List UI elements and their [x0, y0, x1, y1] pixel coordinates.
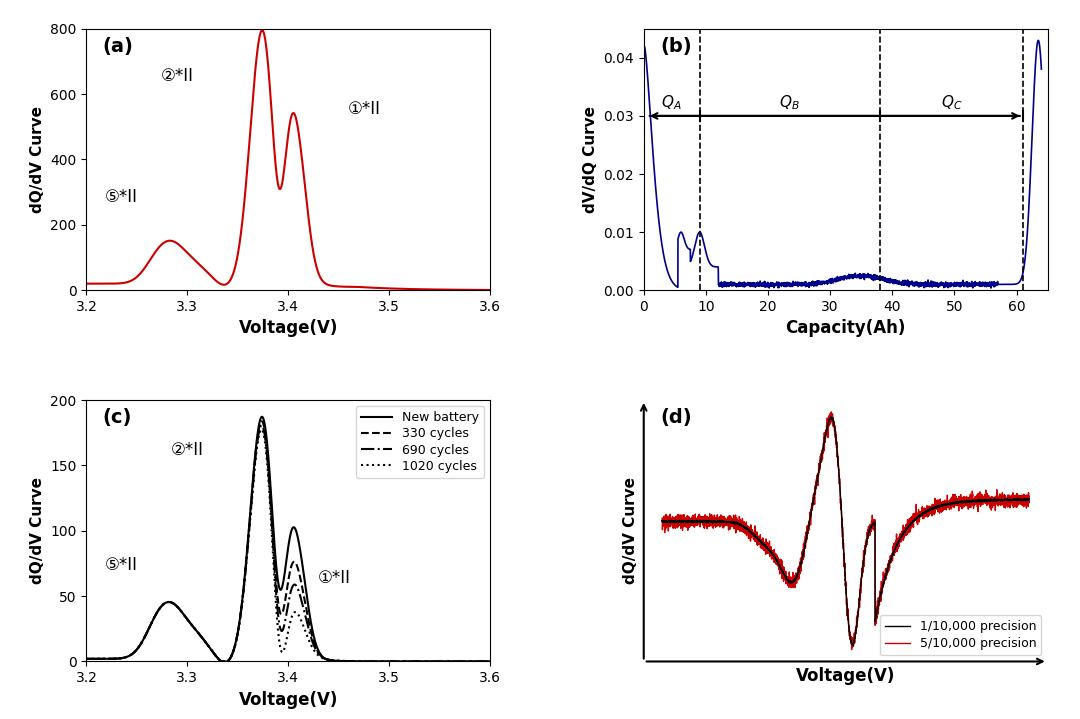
New battery — [472, 657, 485, 666]
1020 cycles — [399, 657, 411, 666]
New battery — [484, 657, 497, 666]
Text: $Q_A$: $Q_A$ — [661, 93, 681, 112]
690 cycles — [472, 657, 485, 666]
330 cycles — [484, 657, 497, 666]
1/10,000 precision — [719, 517, 732, 526]
Legend: New battery, 330 cycles, 690 cycles, 1020 cycles: New battery, 330 cycles, 690 cycles, 102… — [355, 406, 484, 477]
690 cycles — [472, 657, 485, 666]
690 cycles — [399, 657, 411, 666]
Text: $Q_B$: $Q_B$ — [780, 93, 800, 112]
5/10,000 precision — [698, 517, 711, 526]
330 cycles — [472, 657, 485, 666]
Line: 1020 cycles: 1020 cycles — [86, 429, 490, 661]
Text: ⑤*II: ⑤*II — [105, 556, 138, 574]
New battery — [100, 654, 113, 663]
5/10,000 precision — [1023, 493, 1036, 502]
X-axis label: Capacity(Ah): Capacity(Ah) — [785, 319, 906, 337]
X-axis label: Voltage(V): Voltage(V) — [239, 319, 338, 337]
Y-axis label: dQ/dV Curve: dQ/dV Curve — [30, 477, 44, 585]
New battery — [266, 511, 279, 520]
1/10,000 precision — [698, 517, 711, 526]
Text: ②*II: ②*II — [171, 441, 204, 459]
1/10,000 precision — [812, 467, 825, 476]
Text: (d): (d) — [660, 408, 691, 427]
1/10,000 precision — [976, 496, 989, 505]
5/10,000 precision — [846, 645, 859, 654]
New battery — [399, 657, 411, 666]
1020 cycles — [215, 657, 228, 666]
New battery — [276, 578, 289, 587]
5/10,000 precision — [1016, 495, 1029, 504]
1020 cycles — [100, 654, 113, 663]
Text: (c): (c) — [103, 408, 132, 427]
1020 cycles — [472, 657, 485, 666]
New battery — [216, 657, 229, 666]
690 cycles — [266, 531, 279, 540]
Y-axis label: dQ/dV Curve: dQ/dV Curve — [30, 106, 44, 213]
Y-axis label: dV/dQ Curve: dV/dQ Curve — [583, 106, 597, 213]
5/10,000 precision — [796, 549, 809, 558]
330 cycles — [266, 523, 279, 532]
Text: ①*II: ①*II — [318, 569, 350, 587]
1020 cycles — [276, 647, 289, 656]
330 cycles — [276, 606, 289, 615]
Text: (b): (b) — [660, 37, 691, 55]
690 cycles — [255, 421, 268, 429]
690 cycles — [484, 657, 497, 666]
1020 cycles — [484, 657, 497, 666]
330 cycles — [216, 657, 229, 666]
330 cycles — [80, 654, 93, 663]
X-axis label: Voltage(V): Voltage(V) — [239, 691, 338, 709]
Text: ①*II: ①*II — [348, 100, 380, 118]
5/10,000 precision — [656, 514, 669, 523]
330 cycles — [472, 657, 485, 666]
330 cycles — [399, 657, 411, 666]
1/10,000 precision — [824, 413, 837, 421]
Line: 330 cycles: 330 cycles — [86, 421, 490, 661]
1/10,000 precision — [796, 551, 809, 560]
X-axis label: Voltage(V): Voltage(V) — [796, 667, 895, 685]
Line: 690 cycles: 690 cycles — [86, 425, 490, 661]
Text: $Q_C$: $Q_C$ — [941, 93, 962, 112]
690 cycles — [215, 657, 228, 666]
Y-axis label: dQ/dV Curve: dQ/dV Curve — [623, 477, 638, 585]
1/10,000 precision — [1023, 495, 1036, 503]
1020 cycles — [266, 541, 279, 550]
1020 cycles — [80, 654, 93, 663]
690 cycles — [276, 625, 289, 633]
Line: 5/10,000 precision: 5/10,000 precision — [662, 412, 1029, 649]
690 cycles — [80, 654, 93, 663]
Text: ②*II: ②*II — [161, 67, 193, 85]
330 cycles — [255, 417, 268, 426]
Line: 1/10,000 precision: 1/10,000 precision — [662, 417, 1029, 646]
1020 cycles — [472, 657, 485, 666]
New battery — [80, 654, 93, 663]
5/10,000 precision — [812, 467, 825, 475]
1/10,000 precision — [847, 641, 860, 650]
1/10,000 precision — [656, 516, 669, 525]
5/10,000 precision — [825, 408, 838, 416]
New battery — [256, 413, 269, 421]
690 cycles — [100, 654, 113, 663]
5/10,000 precision — [976, 500, 989, 509]
Legend: 1/10,000 precision, 5/10,000 precision: 1/10,000 precision, 5/10,000 precision — [880, 615, 1041, 655]
1/10,000 precision — [1016, 495, 1029, 504]
1020 cycles — [255, 425, 268, 434]
330 cycles — [100, 654, 113, 663]
5/10,000 precision — [719, 516, 732, 525]
New battery — [472, 657, 485, 666]
Line: New battery: New battery — [86, 417, 490, 661]
Text: ⑤*II: ⑤*II — [105, 188, 138, 206]
Text: (a): (a) — [103, 37, 134, 55]
